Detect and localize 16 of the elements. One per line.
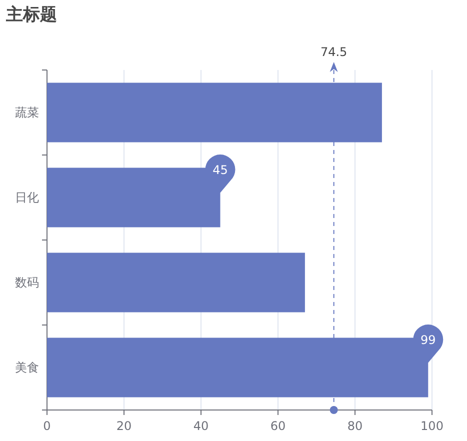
bar <box>47 82 382 142</box>
y-tick-label: 蔬菜 <box>15 106 39 120</box>
chart-title: 主标题 <box>5 5 57 25</box>
y-tick-label: 日化 <box>15 190 39 204</box>
x-tick-label: 40 <box>193 419 209 433</box>
data-label: 99 <box>420 332 436 347</box>
x-tick-label: 20 <box>116 419 132 433</box>
y-tick-label: 数码 <box>15 276 39 290</box>
x-tick-label: 80 <box>347 419 363 433</box>
data-label: 45 <box>212 162 228 177</box>
x-tick-label: 60 <box>270 419 286 433</box>
x-tick-label: 100 <box>420 419 444 433</box>
ref-line-label: 74.5 <box>320 45 348 59</box>
x-tick-label: 0 <box>43 419 51 433</box>
y-tick-label: 美食 <box>15 360 39 374</box>
bar <box>47 252 305 312</box>
